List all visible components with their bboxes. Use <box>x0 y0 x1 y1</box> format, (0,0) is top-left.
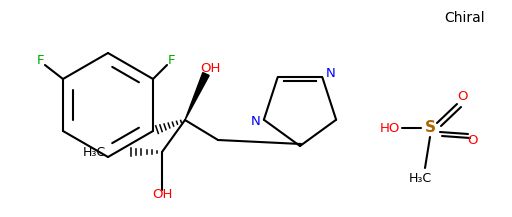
Text: O: O <box>468 133 478 146</box>
Text: F: F <box>167 54 175 67</box>
Text: H₃C: H₃C <box>83 146 106 158</box>
Text: S: S <box>424 120 436 135</box>
Text: N: N <box>251 115 261 128</box>
Text: OH: OH <box>152 189 172 202</box>
Text: N: N <box>326 67 335 80</box>
Text: OH: OH <box>200 61 220 74</box>
Text: F: F <box>37 54 45 67</box>
Text: HO: HO <box>380 122 400 135</box>
Polygon shape <box>185 72 209 120</box>
Text: H₃C: H₃C <box>409 171 432 184</box>
Text: O: O <box>457 90 467 104</box>
Text: Chiral: Chiral <box>445 11 485 25</box>
